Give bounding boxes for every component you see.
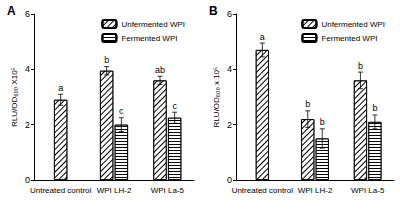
svg-text:2: 2 <box>227 120 232 130</box>
svg-text:0: 0 <box>227 175 232 185</box>
svg-text:RLU/OD₆₀₀ x 10⁵: RLU/OD₆₀₀ x 10⁵ <box>212 67 221 128</box>
svg-text:ab: ab <box>155 65 165 75</box>
svg-text:6: 6 <box>227 9 232 19</box>
svg-text:b: b <box>305 99 310 109</box>
svg-text:b: b <box>320 117 325 127</box>
svg-text:B: B <box>209 4 218 18</box>
svg-text:a: a <box>260 32 265 42</box>
svg-text:6: 6 <box>25 9 30 19</box>
svg-text:Fermented WPI: Fermented WPI <box>321 34 377 43</box>
svg-text:c: c <box>119 106 124 116</box>
svg-text:WPI La-5: WPI La-5 <box>351 186 385 195</box>
svg-text:A: A <box>7 4 16 18</box>
svg-text:WPI LH-2: WPI LH-2 <box>97 186 132 195</box>
svg-text:2: 2 <box>25 120 30 130</box>
svg-text:b: b <box>372 103 377 113</box>
svg-text:Untreated control: Untreated control <box>232 186 294 195</box>
svg-text:4: 4 <box>227 64 232 74</box>
svg-text:RLU/OD₆₀₀ X10⁵: RLU/OD₆₀₀ X10⁵ <box>10 67 19 127</box>
svg-text:WPI LH-2: WPI LH-2 <box>298 186 333 195</box>
svg-text:0: 0 <box>25 175 30 185</box>
svg-text:Unfermented WPI: Unfermented WPI <box>121 20 185 29</box>
svg-text:4: 4 <box>25 64 30 74</box>
svg-text:a: a <box>58 83 63 93</box>
svg-text:b: b <box>104 55 109 65</box>
svg-text:b: b <box>358 61 363 71</box>
svg-text:Untreated control: Untreated control <box>30 186 92 195</box>
svg-text:Unfermented WPI: Unfermented WPI <box>321 20 385 29</box>
svg-text:Fermented WPI: Fermented WPI <box>121 34 177 43</box>
svg-text:c: c <box>172 101 177 111</box>
svg-text:WPI La-5: WPI La-5 <box>151 186 185 195</box>
